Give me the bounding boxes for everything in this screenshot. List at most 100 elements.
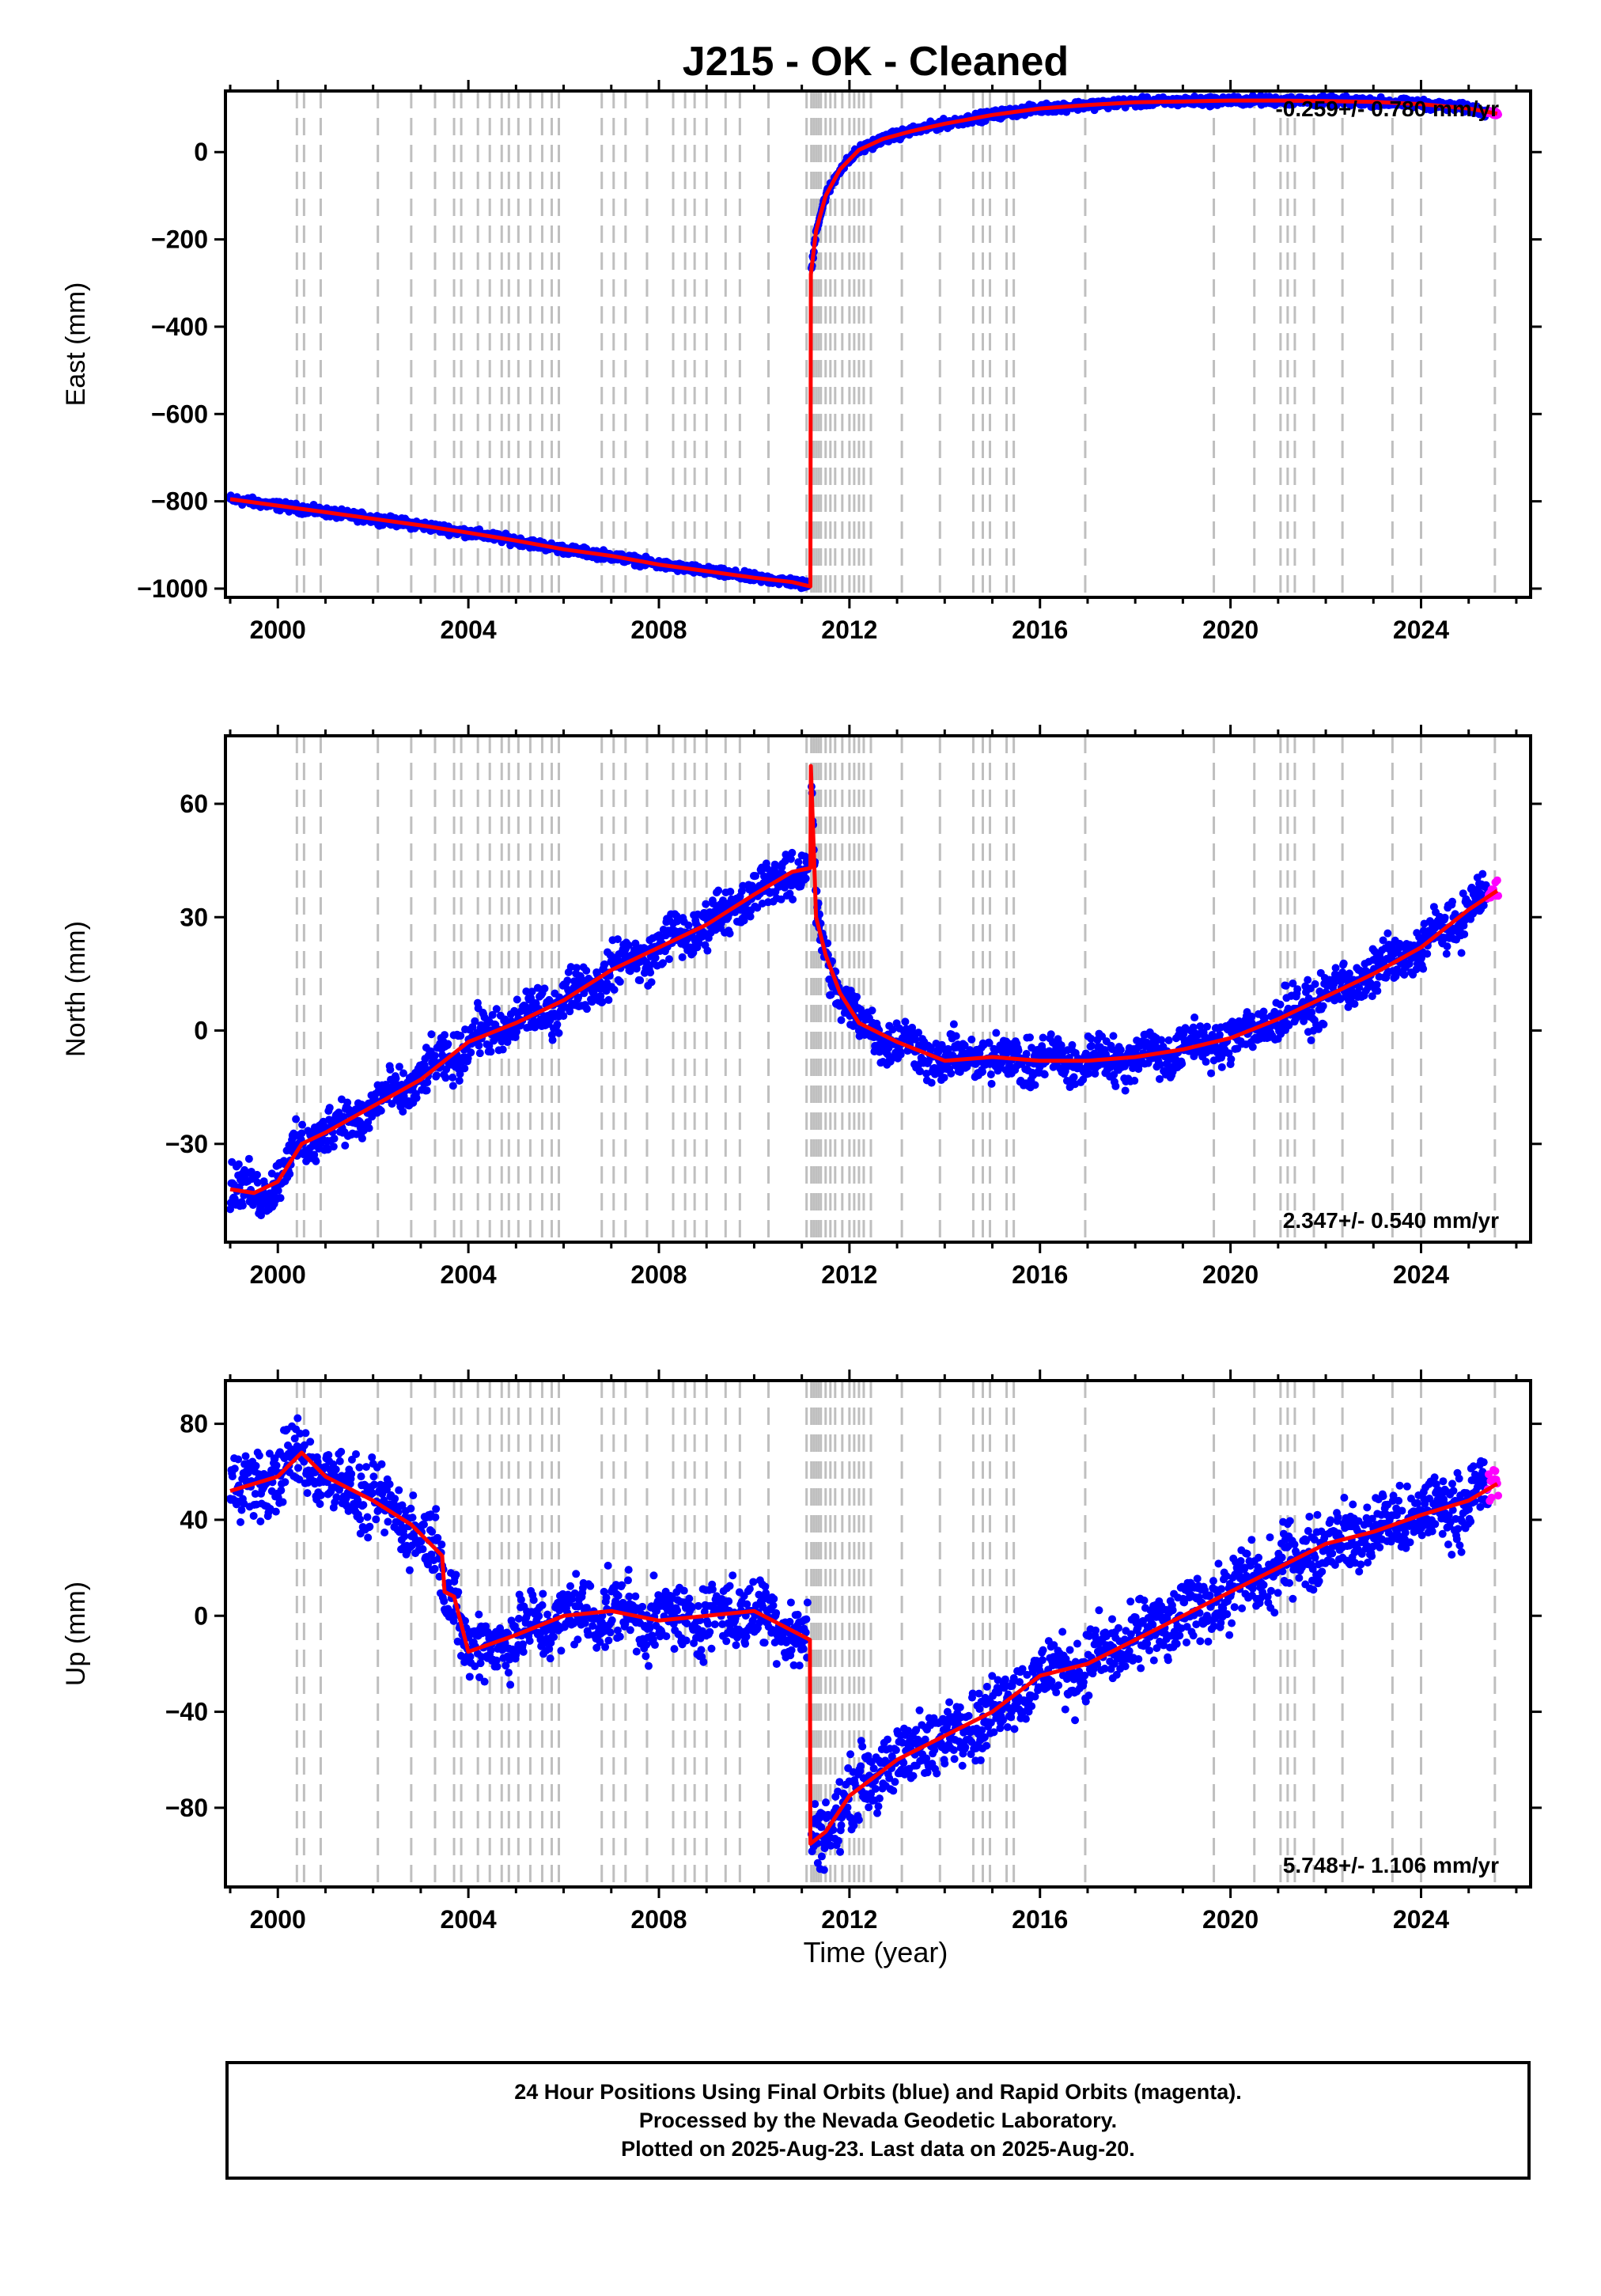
final-orbit-point [332, 1493, 341, 1502]
rate-label: 2.347+/- 0.540 mm/yr [1283, 1208, 1499, 1233]
final-orbit-point [1224, 1049, 1233, 1058]
final-orbit-point [475, 1049, 484, 1058]
final-orbit-point [460, 1064, 469, 1073]
final-orbit-point [325, 1104, 334, 1112]
final-orbit-point [449, 1073, 457, 1082]
x-tick-label: 2024 [1393, 1260, 1449, 1289]
final-orbit-point [1189, 1023, 1198, 1032]
final-orbit-point [1293, 985, 1302, 994]
final-orbit-point [1448, 897, 1456, 906]
final-orbit-point [272, 1461, 281, 1470]
final-orbit-point [1419, 964, 1428, 973]
final-orbit-point [1259, 1007, 1268, 1016]
final-orbit-point [788, 848, 797, 857]
final-orbit-point [492, 1005, 501, 1013]
final-orbit-point [1039, 1033, 1047, 1042]
final-orbit-point [986, 1070, 995, 1078]
x-tick-label: 2008 [630, 1260, 687, 1289]
rapid-orbit-point [1493, 876, 1501, 885]
final-orbit-point [1190, 1013, 1199, 1022]
final-orbit-point [430, 1051, 439, 1060]
final-orbit-point [726, 887, 735, 896]
observation-points [226, 782, 1503, 1220]
final-orbit-point [241, 1452, 250, 1461]
final-orbit-point [837, 1016, 846, 1025]
final-orbit-point [1478, 870, 1487, 878]
y-tick-label: 60 [180, 790, 208, 818]
final-orbit-point [237, 1506, 246, 1514]
final-orbit-point [377, 1106, 385, 1115]
y-tick-label: −800 [151, 487, 208, 516]
final-orbit-point [1068, 1040, 1077, 1049]
final-orbit-point [364, 1118, 373, 1127]
final-orbit-point [1319, 1002, 1327, 1010]
final-orbit-point [234, 1455, 243, 1464]
final-orbit-point [901, 1017, 910, 1026]
final-orbit-point [600, 960, 609, 968]
final-orbit-point [646, 968, 655, 977]
final-orbit-point [827, 991, 835, 999]
final-orbit-point [1443, 942, 1451, 951]
final-orbit-point [582, 1005, 591, 1013]
final-orbit-point [292, 1115, 301, 1123]
final-orbit-point [1304, 976, 1312, 984]
y-tick-label: 30 [180, 903, 208, 931]
final-orbit-point [613, 935, 622, 944]
model-line [229, 763, 1499, 1195]
final-orbit-point [1121, 1086, 1130, 1095]
final-orbit-point [678, 953, 687, 961]
x-tick-label: 2012 [821, 616, 877, 644]
final-orbit-point [228, 1472, 237, 1481]
final-orbit-point [1116, 1045, 1125, 1054]
final-orbit-point [331, 1465, 340, 1474]
final-orbit-point [1460, 930, 1469, 938]
final-orbit-point [281, 1478, 290, 1487]
final-orbit-point [960, 1041, 969, 1050]
y-tick-label: −1000 [137, 574, 208, 603]
final-orbit-point [1047, 1030, 1055, 1039]
final-orbit-point [1091, 1070, 1100, 1078]
final-orbit-point [1345, 969, 1353, 978]
observation-points [226, 1414, 1503, 1874]
final-orbit-point [347, 1469, 356, 1478]
final-orbit-point [337, 1447, 346, 1456]
final-orbit-point [636, 976, 645, 985]
final-orbit-point [488, 1010, 497, 1019]
final-orbit-point [1164, 1036, 1173, 1044]
final-orbit-point [1372, 980, 1381, 989]
final-orbit-point [684, 921, 693, 930]
final-orbit-point [1314, 1025, 1323, 1033]
final-orbit-point [298, 1120, 307, 1129]
x-tick-label: 2016 [1012, 1260, 1068, 1289]
final-orbit-point [330, 1135, 339, 1143]
final-orbit-point [471, 1017, 479, 1025]
final-orbit-point [252, 1170, 261, 1179]
y-tick-label: 0 [194, 138, 208, 166]
final-orbit-point [1350, 999, 1359, 1008]
final-orbit-point [1014, 1046, 1023, 1055]
final-orbit-point [1307, 1036, 1315, 1044]
final-orbit-point [740, 916, 748, 925]
final-orbit-point [343, 1098, 352, 1107]
final-orbit-point [777, 895, 785, 904]
final-orbit-point [853, 992, 861, 1001]
final-orbit-point [392, 1074, 400, 1083]
final-orbit-point [1079, 1075, 1088, 1084]
final-orbit-point [513, 995, 521, 1004]
final-orbit-point [290, 1434, 299, 1443]
final-orbit-point [1247, 1012, 1256, 1021]
x-tick-label: 2024 [1393, 616, 1449, 644]
final-orbit-point [1157, 1036, 1166, 1044]
final-orbit-point [582, 966, 591, 975]
final-orbit-point [1202, 1022, 1211, 1031]
final-orbit-point [1178, 1059, 1187, 1068]
final-orbit-point [610, 985, 619, 994]
final-orbit-point [341, 1141, 350, 1150]
final-orbit-point [252, 1461, 260, 1470]
final-orbit-point [604, 995, 613, 1004]
final-orbit-point [427, 1030, 436, 1039]
final-orbit-point [276, 1194, 285, 1203]
final-orbit-point [420, 1061, 429, 1070]
